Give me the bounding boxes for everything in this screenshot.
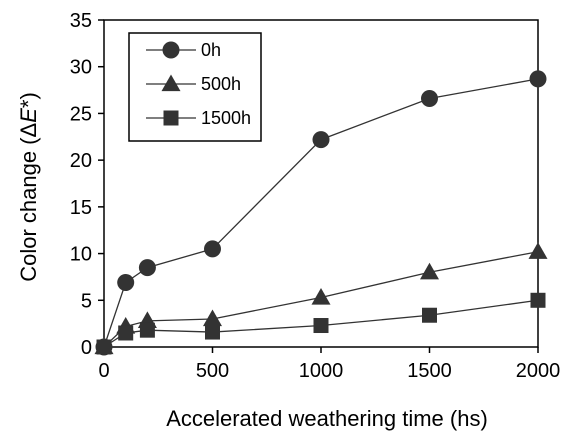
y-tick-label: 0 <box>81 337 92 359</box>
data-point <box>203 309 222 327</box>
y-tick-label: 30 <box>70 57 92 79</box>
y-axis-title-var: E <box>16 108 41 123</box>
data-point <box>96 339 112 355</box>
legend-label: 500h <box>201 74 241 94</box>
x-tick-label: 1500 <box>407 360 452 382</box>
data-point <box>528 242 548 259</box>
legend-marker <box>163 110 179 126</box>
legend-marker <box>161 74 181 92</box>
y-tick-label: 20 <box>70 150 92 172</box>
data-point <box>205 324 220 340</box>
x-tick-label: 1000 <box>299 360 344 382</box>
x-tick-label: 2000 <box>516 360 561 382</box>
x-tick-label: 500 <box>196 360 229 382</box>
legend: 0h 500h 1500h <box>128 32 262 142</box>
series-group <box>94 70 548 356</box>
data-point <box>117 274 135 292</box>
y-tick-label: 5 <box>81 290 92 312</box>
data-point <box>421 89 438 107</box>
legend-label: 0h <box>201 40 221 60</box>
y-tick-label: 10 <box>70 244 92 266</box>
legend-item-1500h: 1500h <box>146 108 251 128</box>
data-point <box>313 318 329 334</box>
data-point <box>118 325 134 341</box>
series-1500h <box>96 292 546 355</box>
x-tick-label: 0 <box>98 360 109 382</box>
data-point <box>204 240 221 258</box>
y-tick-label: 15 <box>70 197 92 219</box>
x-axis-ticks: 0 500 1000 1500 2000 <box>98 347 560 382</box>
data-point <box>420 262 439 280</box>
y-axis-title-delta: Δ <box>16 122 41 137</box>
y-axis-title: Color change (ΔE*) <box>16 92 41 282</box>
legend-item-500h: 500h <box>146 74 241 94</box>
data-point <box>138 259 156 277</box>
y-axis-ticks: 0 5 10 15 20 25 30 35 <box>70 10 104 359</box>
series-500h <box>94 242 548 355</box>
y-tick-label: 25 <box>70 103 92 125</box>
y-axis-title-suffix: *) <box>16 92 41 108</box>
legend-item-0h: 0h <box>146 40 221 60</box>
data-point <box>529 70 547 88</box>
legend-label: 1500h <box>201 108 251 128</box>
x-axis-title: Accelerated weathering time (hs) <box>166 406 488 431</box>
legend-box <box>128 32 262 142</box>
data-point <box>312 131 330 149</box>
legend-marker <box>162 41 180 59</box>
data-point <box>311 287 331 305</box>
data-point <box>139 322 155 338</box>
y-axis-title-prefix: Color change ( <box>16 137 41 282</box>
y-tick-label: 35 <box>70 10 92 32</box>
data-point <box>422 307 437 323</box>
data-point <box>530 292 546 308</box>
